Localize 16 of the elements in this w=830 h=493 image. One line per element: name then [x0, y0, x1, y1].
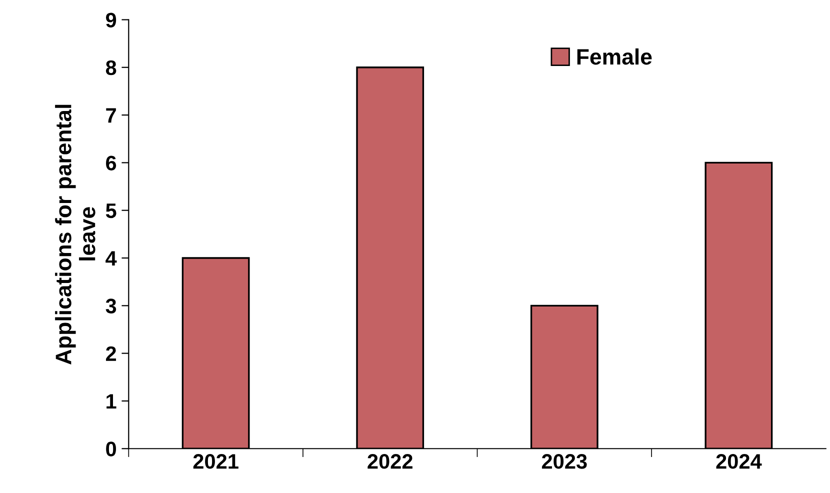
- y-tick-label: 1: [106, 394, 116, 409]
- y-tick-label: 8: [106, 60, 116, 76]
- y-tick-label: 6: [106, 156, 116, 170]
- x-tick-label: 2022: [368, 454, 412, 469]
- y-tick-label: 9: [106, 12, 116, 28]
- legend-label: Female: [577, 48, 652, 65]
- y-tick-label: 0: [106, 442, 116, 456]
- y-tick-label: 5: [106, 204, 116, 218]
- x-tick-label: 2021: [193, 454, 238, 469]
- x-tick-label: 2023: [542, 454, 587, 469]
- y-tick-label: 2: [106, 346, 116, 361]
- y-tick-label: 7: [106, 108, 116, 123]
- x-tick-label: 2024: [716, 454, 762, 469]
- y-tick-label: 4: [106, 251, 117, 266]
- y-axis-title: Applications for parental leave: [55, 104, 96, 364]
- y-tick-label: 3: [106, 298, 116, 314]
